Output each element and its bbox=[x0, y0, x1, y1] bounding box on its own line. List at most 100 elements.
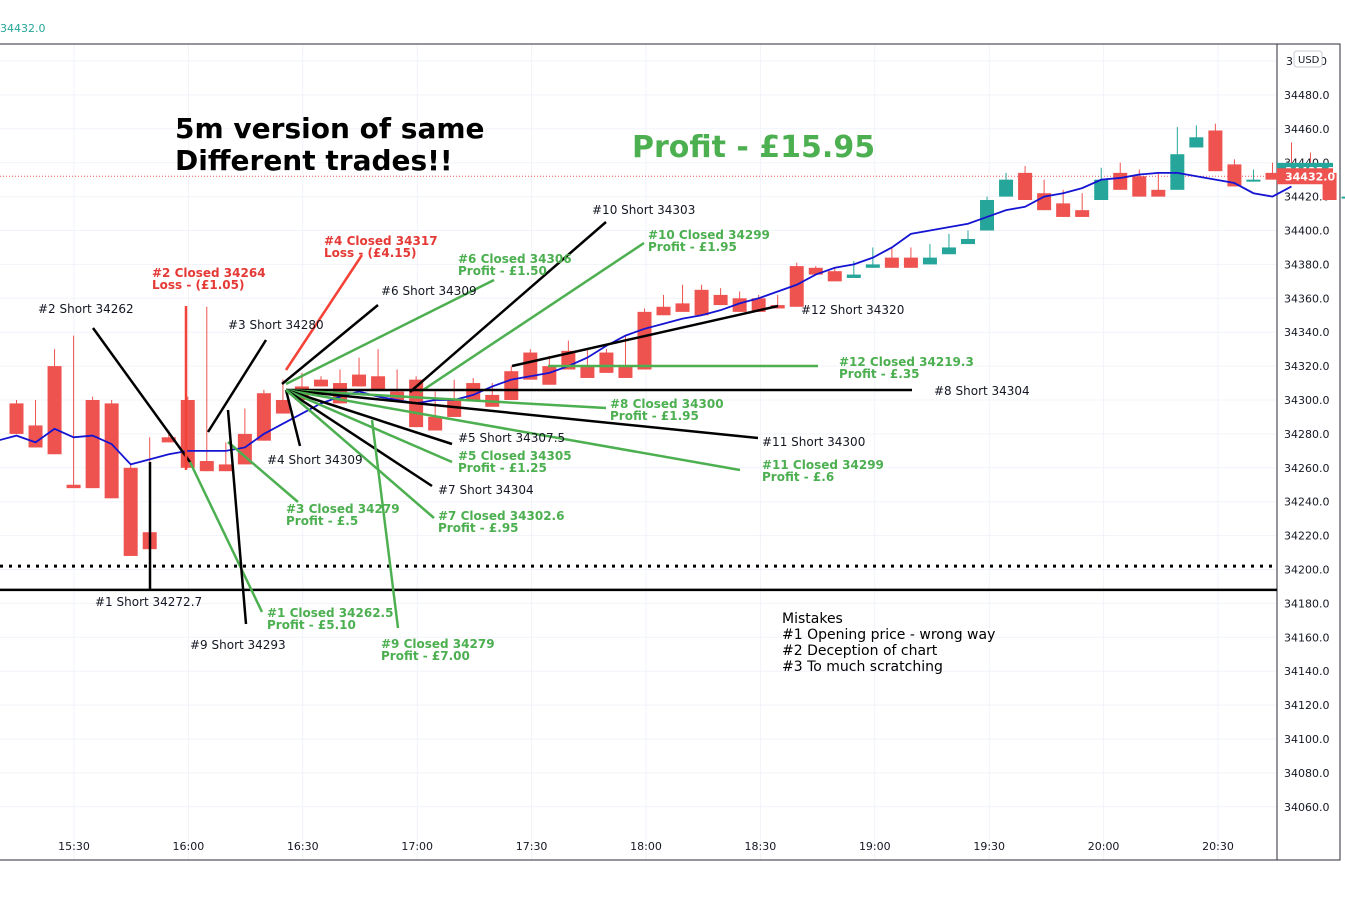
candle-body bbox=[199, 461, 214, 472]
trade-line bbox=[409, 221, 607, 393]
y-tick-label: 34160.0 bbox=[1284, 631, 1330, 644]
trade-label: #1 Short 34272.7 bbox=[95, 595, 202, 609]
candle-body bbox=[637, 311, 652, 370]
candle-body bbox=[523, 352, 538, 380]
candle-body bbox=[1094, 179, 1109, 200]
y-tick-label: 34360.0 bbox=[1284, 292, 1330, 305]
trade-label: #7 Closed 34302.6 bbox=[438, 509, 564, 523]
candle-body bbox=[1113, 172, 1128, 190]
candle-body bbox=[1341, 196, 1345, 199]
candle-body bbox=[865, 264, 880, 268]
candle-body bbox=[428, 416, 443, 431]
x-tick-label: 19:30 bbox=[973, 840, 1005, 853]
y-tick-label: 34480.0 bbox=[1284, 89, 1330, 102]
x-tick-label: 17:00 bbox=[401, 840, 433, 853]
mistake-note: #3 To much scratching bbox=[782, 659, 943, 675]
candle-body bbox=[580, 366, 595, 378]
candle-body bbox=[656, 306, 671, 316]
trade-label: #4 Closed 34317 bbox=[324, 234, 438, 248]
trade-line bbox=[285, 388, 453, 446]
currency-badge bbox=[1293, 50, 1323, 68]
trade-label: Profit - £1.25 bbox=[458, 461, 547, 475]
mistake-note: Mistakes bbox=[782, 611, 843, 627]
annotation-title: 5m version of same bbox=[175, 112, 485, 145]
trade-label: #5 Short 34307.5 bbox=[458, 431, 565, 445]
trade-line bbox=[226, 409, 248, 625]
trade-label: Profit - £.5 bbox=[286, 514, 358, 528]
trade-label: Profit - £1.50 bbox=[458, 264, 547, 278]
currency-label: USD bbox=[1298, 55, 1320, 66]
trade-line bbox=[370, 419, 400, 629]
x-tick-label: 18:30 bbox=[745, 840, 777, 853]
trade-label: Profit - £1.95 bbox=[610, 409, 699, 423]
trade-line bbox=[285, 388, 453, 464]
y-tick-label: 34280.0 bbox=[1284, 428, 1330, 441]
trade-line bbox=[188, 461, 264, 613]
candle-body bbox=[922, 257, 937, 265]
candle-body bbox=[218, 464, 233, 472]
trade-label: #12 Short 34320 bbox=[801, 303, 904, 317]
trade-label: #3 Short 34280 bbox=[228, 318, 324, 332]
x-tick-label: 17:30 bbox=[516, 840, 548, 853]
trade-line bbox=[91, 327, 192, 463]
trade-line bbox=[285, 388, 607, 410]
x-tick-label: 16:30 bbox=[287, 840, 319, 853]
trade-line bbox=[419, 241, 645, 394]
y-tick-label: 34400.0 bbox=[1284, 225, 1330, 238]
candle-body bbox=[1132, 176, 1147, 197]
y-tick-label: 34100.0 bbox=[1284, 733, 1330, 746]
price-badge bbox=[1277, 168, 1333, 185]
x-tick-label: 19:00 bbox=[859, 840, 891, 853]
candle-body bbox=[789, 266, 804, 307]
candle-body bbox=[47, 366, 62, 455]
y-tick-label: 34320.0 bbox=[1284, 360, 1330, 373]
y-tick-label: 3 bbox=[1286, 55, 1293, 68]
candle-body bbox=[618, 366, 633, 378]
candle-body bbox=[1037, 193, 1052, 211]
candle-body bbox=[371, 376, 386, 390]
candle-body bbox=[313, 379, 328, 387]
trade-label: Profit - £.35 bbox=[839, 367, 920, 381]
candle-body bbox=[85, 400, 100, 489]
candle-body bbox=[713, 294, 728, 306]
candle-body bbox=[1265, 172, 1280, 180]
trade-line bbox=[285, 388, 433, 488]
trade-line bbox=[285, 278, 495, 386]
candle-body bbox=[1227, 164, 1242, 187]
y-tick-label: 34260.0 bbox=[1284, 462, 1330, 475]
candle-body bbox=[66, 484, 81, 489]
candle-body bbox=[123, 467, 138, 556]
trade-line bbox=[227, 441, 299, 503]
trade-label: Profit - £7.00 bbox=[381, 649, 470, 663]
y-tick-label: 34080.0 bbox=[1284, 767, 1330, 780]
price-axis-frame bbox=[1276, 43, 1341, 861]
trade-line bbox=[285, 389, 435, 519]
candle-body bbox=[980, 199, 995, 231]
candle-body bbox=[941, 247, 956, 255]
profit-total: Profit - £15.95 bbox=[632, 130, 875, 165]
trade-line bbox=[284, 254, 364, 371]
candle-body bbox=[28, 425, 43, 448]
mistake-note: #2 Deception of chart bbox=[782, 643, 938, 659]
candle-body bbox=[675, 303, 690, 312]
candle-body bbox=[9, 403, 24, 434]
y-tick-label: 34120.0 bbox=[1284, 699, 1330, 712]
trade-label: #11 Closed 34299 bbox=[762, 458, 884, 472]
candle-body bbox=[542, 366, 557, 385]
candle-body bbox=[466, 383, 481, 400]
ema-line bbox=[0, 171, 1292, 466]
trade-label: #3 Closed 34279 bbox=[286, 502, 400, 516]
trade-label: #2 Closed 34264 bbox=[152, 266, 266, 280]
y-tick-label: 34340.0 bbox=[1284, 326, 1330, 339]
candle-body bbox=[808, 267, 823, 275]
trade-line bbox=[281, 304, 379, 385]
trade-label: #1 Closed 34262.5 bbox=[267, 606, 393, 620]
candle-body bbox=[999, 179, 1014, 197]
trade-label: #10 Closed 34299 bbox=[648, 228, 770, 242]
trade-label: #6 Short 34309 bbox=[381, 284, 477, 298]
trade-label: #10 Short 34303 bbox=[592, 203, 695, 217]
candle-body bbox=[1151, 189, 1166, 197]
y-tick-label: 34220.0 bbox=[1284, 530, 1330, 543]
trade-label: #5 Closed 34305 bbox=[458, 449, 572, 463]
